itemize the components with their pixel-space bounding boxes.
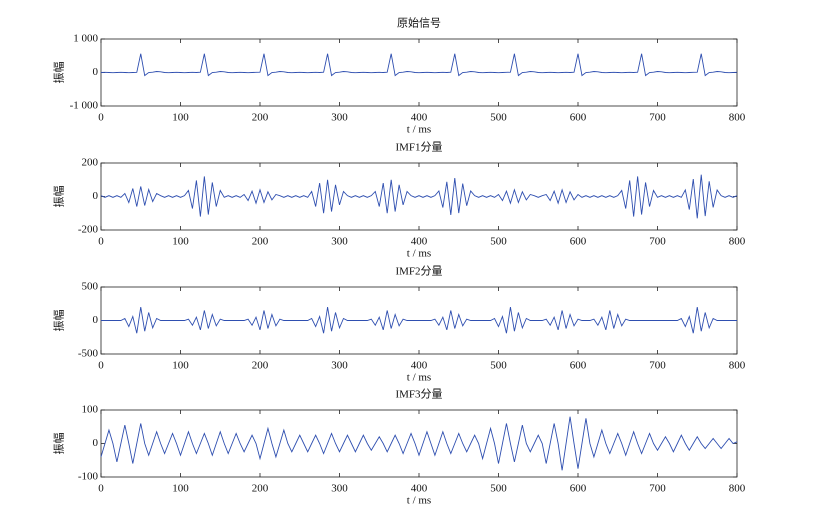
x-tick-label: 700 bbox=[649, 112, 666, 124]
x-tick-label: 200 bbox=[252, 112, 269, 124]
x-tick-label: 400 bbox=[411, 112, 428, 124]
signal-line bbox=[100, 174, 738, 219]
y-tick-label: 0 bbox=[93, 66, 99, 78]
x-tick-label: 800 bbox=[729, 360, 746, 372]
x-tick-label: 0 bbox=[98, 483, 104, 495]
x-tick-label: 100 bbox=[172, 236, 189, 248]
y-tick-label: 0 bbox=[93, 437, 99, 449]
x-tick-label: 300 bbox=[331, 236, 348, 248]
x-tick-label: 500 bbox=[490, 236, 507, 248]
x-tick-label: 700 bbox=[649, 360, 666, 372]
x-tick-label: 800 bbox=[729, 112, 746, 124]
x-tick-label: 0 bbox=[98, 360, 104, 372]
plot-frame bbox=[100, 162, 738, 231]
y-tick-label: 0 bbox=[93, 190, 99, 202]
x-tick-label: 100 bbox=[172, 360, 189, 372]
x-tick-label: 600 bbox=[570, 236, 587, 248]
y-tick-label: 0 bbox=[93, 314, 99, 326]
signal-line bbox=[100, 53, 738, 77]
x-tick-label: 700 bbox=[649, 483, 666, 495]
x-axis-label: t / ms bbox=[407, 124, 431, 136]
x-axis-label: t / ms bbox=[407, 495, 431, 507]
y-axis-label: 振幅 bbox=[52, 62, 66, 84]
x-tick-label: 600 bbox=[570, 112, 587, 124]
x-axis-label: t / ms bbox=[407, 248, 431, 260]
x-tick-label: 300 bbox=[331, 483, 348, 495]
x-tick-label: 800 bbox=[729, 483, 746, 495]
x-tick-label: 600 bbox=[570, 483, 587, 495]
y-axis-label: 振幅 bbox=[52, 310, 66, 332]
x-tick-label: 500 bbox=[490, 112, 507, 124]
x-tick-label: 0 bbox=[98, 236, 104, 248]
y-tick-label: -100 bbox=[78, 471, 99, 483]
panel-title: IMF1分量 bbox=[395, 141, 442, 154]
panel-title: IMF2分量 bbox=[395, 265, 442, 278]
x-tick-label: 400 bbox=[411, 483, 428, 495]
x-tick-label: 700 bbox=[649, 236, 666, 248]
y-tick-label: 500 bbox=[82, 281, 99, 293]
x-axis-label: t / ms bbox=[407, 372, 431, 384]
y-tick-label: 100 bbox=[82, 404, 99, 416]
y-axis-label: 振幅 bbox=[52, 433, 66, 455]
x-tick-label: 300 bbox=[331, 112, 348, 124]
y-tick-label: 1 000 bbox=[73, 33, 98, 45]
x-tick-label: 300 bbox=[331, 360, 348, 372]
x-tick-label: 200 bbox=[252, 360, 269, 372]
y-tick-label: -1 000 bbox=[70, 100, 99, 112]
x-tick-label: 500 bbox=[490, 483, 507, 495]
y-axis-label: 振幅 bbox=[52, 186, 66, 208]
panel-title: 原始信号 bbox=[397, 16, 441, 30]
x-tick-label: 200 bbox=[252, 236, 269, 248]
x-tick-label: 800 bbox=[729, 236, 746, 248]
x-tick-label: 0 bbox=[98, 112, 104, 124]
signal-line bbox=[100, 416, 738, 471]
plot-frame bbox=[100, 409, 738, 478]
x-tick-label: 400 bbox=[411, 360, 428, 372]
y-tick-label: 200 bbox=[82, 157, 99, 169]
x-tick-label: 600 bbox=[570, 360, 587, 372]
panel-title: IMF3分量 bbox=[395, 388, 442, 401]
x-tick-label: 100 bbox=[172, 483, 189, 495]
y-tick-label: -500 bbox=[78, 348, 99, 360]
x-tick-label: 100 bbox=[172, 112, 189, 124]
signal-line bbox=[101, 307, 737, 334]
x-tick-label: 400 bbox=[411, 236, 428, 248]
y-tick-label: -200 bbox=[78, 224, 99, 236]
x-tick-label: 200 bbox=[252, 483, 269, 495]
x-tick-label: 500 bbox=[490, 360, 507, 372]
